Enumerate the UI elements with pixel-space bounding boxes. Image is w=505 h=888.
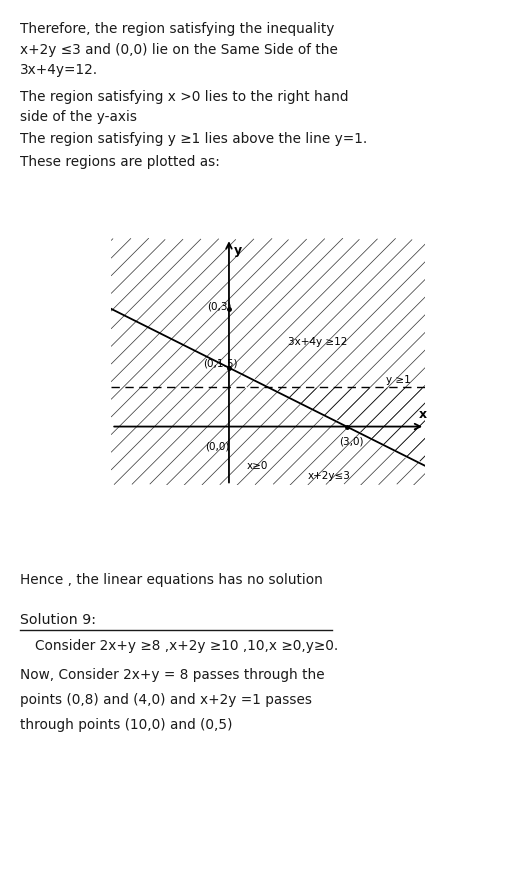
Text: (3,0): (3,0): [338, 437, 363, 447]
Text: Hence , the linear equations has no solution: Hence , the linear equations has no solu…: [20, 573, 323, 587]
Text: Therefore, the region satisfying the inequality: Therefore, the region satisfying the ine…: [20, 22, 334, 36]
Text: side of the y-axis: side of the y-axis: [20, 110, 137, 124]
Text: 3x+4y ≥12: 3x+4y ≥12: [287, 337, 346, 347]
Text: Now, Consider 2x+y = 8 passes through the: Now, Consider 2x+y = 8 passes through th…: [20, 668, 324, 682]
Text: The region satisfying y ≥1 lies above the line y=1.: The region satisfying y ≥1 lies above th…: [20, 132, 367, 147]
Text: x+2y ≤3 and (0,0) lie on the Same Side of the: x+2y ≤3 and (0,0) lie on the Same Side o…: [20, 43, 337, 57]
Text: (0,0): (0,0): [205, 442, 229, 452]
Text: learnista.com: learnista.com: [273, 380, 414, 472]
Text: x+2y≤3: x+2y≤3: [307, 471, 349, 480]
Text: 3x+4y=12.: 3x+4y=12.: [20, 63, 98, 77]
Text: Solution 9:: Solution 9:: [20, 613, 96, 627]
Text: through points (10,0) and (0,5): through points (10,0) and (0,5): [20, 718, 232, 732]
Text: Consider 2x+y ≥8 ,x+2y ≥10 ,10,x ≥0,y≥0.: Consider 2x+y ≥8 ,x+2y ≥10 ,10,x ≥0,y≥0.: [35, 639, 338, 654]
Text: x≥0: x≥0: [246, 461, 268, 471]
Text: The region satisfying x >0 lies to the right hand: The region satisfying x >0 lies to the r…: [20, 90, 348, 104]
Text: (0,1.5): (0,1.5): [203, 359, 237, 369]
Text: x: x: [418, 408, 426, 421]
Text: y: y: [233, 244, 241, 258]
Text: (0,3): (0,3): [207, 302, 231, 312]
Text: y ≥1: y ≥1: [385, 375, 410, 385]
Text: These regions are plotted as:: These regions are plotted as:: [20, 155, 220, 169]
Text: points (0,8) and (4,0) and x+2y =1 passes: points (0,8) and (4,0) and x+2y =1 passe…: [20, 693, 312, 707]
